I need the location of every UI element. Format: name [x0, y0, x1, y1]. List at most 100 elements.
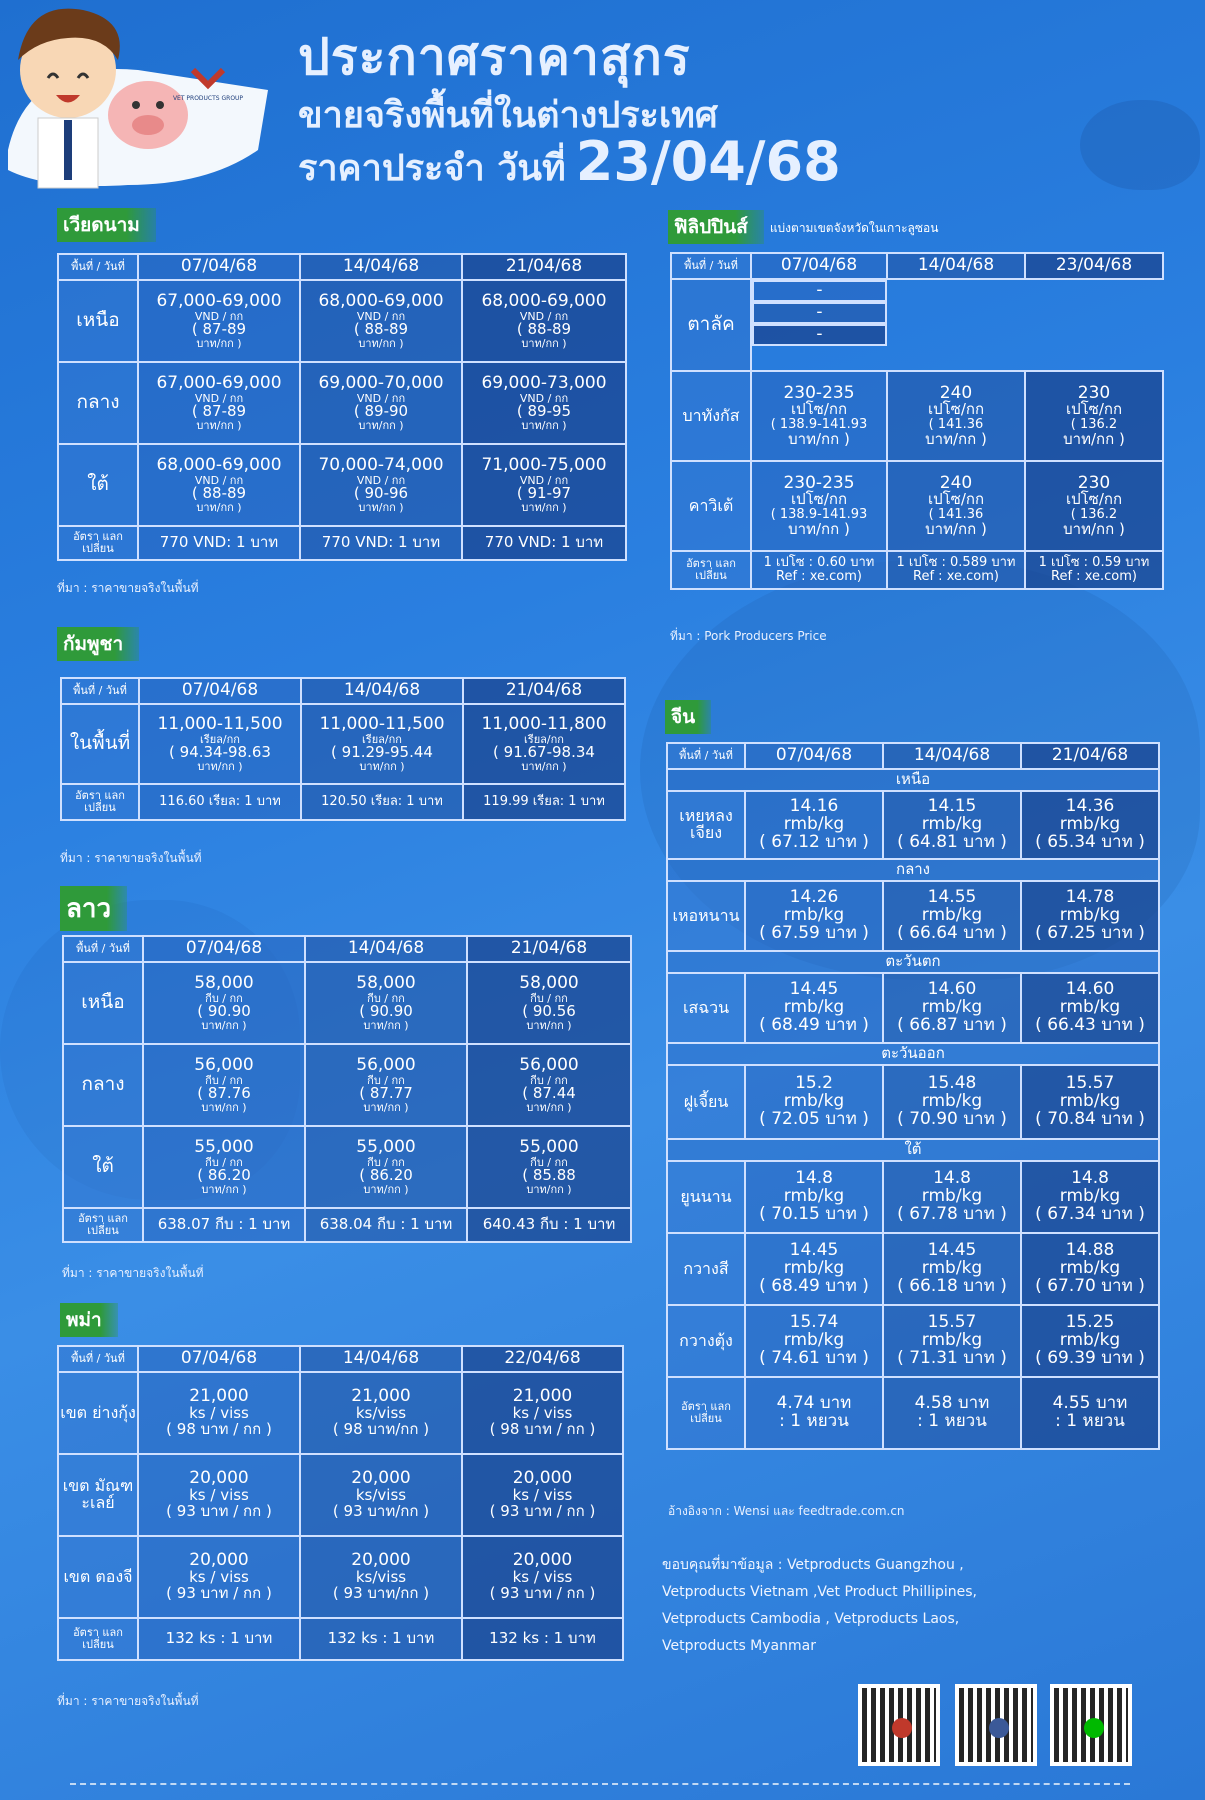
price-cell: 55,000 กีบ / กก( 85.88 บาท/กก ): [466, 1125, 632, 1209]
region-label: กลาง: [57, 361, 139, 445]
region-label: เขต ตองจี: [57, 1535, 139, 1619]
province-label: ยูนนาน: [666, 1160, 746, 1234]
website-qr-code[interactable]: [858, 1684, 940, 1766]
price-cell: 14.88 rmb/kg( 67.70 บาท ): [1020, 1232, 1160, 1306]
table-row: กวางตุ้ง 15.74 rmb/kg( 74.61 บาท ) 15.57 r…: [666, 1304, 1160, 1378]
price-cell: 15.57 rmb/kg( 71.31 บาท ): [882, 1304, 1022, 1378]
date-header: 07/04/68: [142, 935, 306, 963]
price-cell: 14.60 rmb/kg( 66.43 บาท ): [1020, 972, 1160, 1044]
fx-row: อัตรา แลกเปลี่ยน 1 เปโซ : 0.60 บาท Ref : …: [670, 550, 1164, 590]
price-cell: 67,000-69,000 VND / กก( 87-89 บาท/กก ): [137, 279, 301, 363]
date-header: 22/04/68: [461, 1345, 624, 1373]
date-header: 21/04/68: [1020, 742, 1160, 770]
fx-value: 638.04 กีบ : 1 บาท: [304, 1207, 468, 1243]
price-cell: 15.2 rmb/kg( 72.05 บาท ): [744, 1064, 884, 1140]
fx-value: 120.50 เรียล: 1 บาท: [300, 783, 464, 821]
price-cell: 21,000 ks/viss( 98 บาท/กก ): [299, 1371, 463, 1455]
price-cell: 14.78 rmb/kg( 67.25 บาท ): [1020, 880, 1160, 952]
region-separator: ตะวันออก: [666, 1042, 1160, 1066]
date-header: 14/04/68: [300, 677, 464, 705]
price-cell: -: [752, 280, 887, 302]
province-label: เสฉวน: [666, 972, 746, 1044]
fx-value: 638.07 กีบ : 1 บาท: [142, 1207, 306, 1243]
fx-label: อัตรา แลกเปลี่ยน: [57, 1617, 139, 1661]
price-cell: 14.60 rmb/kg( 66.87 บาท ): [882, 972, 1022, 1044]
fx-row: อัตรา แลกเปลี่ยน 116.60 เรียล: 1 บาท 120…: [60, 783, 626, 821]
price-cell: -: [752, 323, 887, 346]
fx-label: อัตรา แลกเปลี่ยน: [62, 1207, 144, 1243]
date-header: 14/04/68: [304, 935, 468, 963]
china-tag: จีน: [665, 700, 712, 734]
cambodia-source: ที่มา : ราคาขายจริงในพื้นที่: [60, 851, 202, 865]
fx-value: 116.60 เรียล: 1 บาท: [138, 783, 302, 821]
price-cell: 56,000 กีบ / กก( 87.44 บาท/กก ): [466, 1043, 632, 1127]
region-label: เหนือ: [57, 279, 139, 363]
price-cell: 14.45 rmb/kg( 66.18 บาท ): [882, 1232, 1022, 1306]
price-cell: 230 เปโซ/กก( 136.2 บาท/กก ): [1024, 460, 1164, 552]
logo-text: VET PRODUCTS GROUP: [173, 95, 243, 102]
table-row: คาวิเต้ 230-235 เปโซ/กก( 138.9-141.93 บาท/…: [670, 460, 1164, 552]
myanmar-source: ที่มา : ราคาขายจริงในพื้นที่: [57, 1694, 199, 1708]
date-label: ราคาประจำ วันที่: [298, 148, 566, 189]
fx-value: 1 เปโซ : 0.60 บาท Ref : xe.com): [750, 550, 888, 590]
price-cell: 15.74 rmb/kg( 74.61 บาท ): [744, 1304, 884, 1378]
region-label: กลาง: [62, 1043, 144, 1127]
facebook-qr-code[interactable]: [955, 1684, 1037, 1766]
page-subtitle: ขายจริงพื้นที่ในต่างประเทศ: [298, 95, 718, 136]
price-cell: 15.48 rmb/kg( 70.90 บาท ): [882, 1064, 1022, 1140]
region-separator: เหนือ: [666, 768, 1160, 792]
region-label: ใต้: [57, 443, 139, 527]
table-row: กลาง 67,000-69,000 VND / กก( 87-89 บาท/กก …: [57, 361, 627, 445]
table-row: เหยหลงเจียง 14.16 rmb/kg( 67.12 บาท ) 14.…: [666, 790, 1160, 860]
table-row: ยูนนาน 14.8 rmb/kg( 70.15 บาท ) 14.8 rmb/k…: [666, 1160, 1160, 1234]
price-cell: 11,000-11,500 เรียล/กก( 94.34-98.63 บาท/กก…: [138, 703, 302, 785]
background-pig-shape: [1080, 100, 1200, 190]
table-row: เหนือ 67,000-69,000 VND / กก( 87-89 บาท/กก…: [57, 279, 627, 363]
fx-value: 1 เปโซ : 0.589 บาท Ref : xe.com): [886, 550, 1026, 590]
laos-source: ที่มา : ราคาขายจริงในพื้นที่: [62, 1266, 204, 1280]
price-cell: 56,000 กีบ / กก( 87.77 บาท/กก ): [304, 1043, 468, 1127]
fx-value: 4.55 บาท: 1 หยวน: [1020, 1376, 1160, 1450]
laos-tag: ลาว: [60, 886, 128, 931]
cambodia-tag-wrap: กัมพูชา: [57, 627, 140, 661]
price-cell: 230-235 เปโซ/กก( 138.9-141.93 บาท/กก ): [750, 460, 888, 552]
price-cell: 20,000 ks / viss( 93 บาท / กก ): [137, 1453, 301, 1537]
footer-divider: [70, 1783, 1130, 1785]
fx-label: อัตรา แลกเปลี่ยน: [60, 783, 140, 821]
corner-header: พื้นที่ / วันที่: [670, 252, 752, 280]
laos-tag-wrap: ลาว: [60, 886, 128, 931]
line-qr-code[interactable]: [1050, 1684, 1132, 1766]
price-cell: 69,000-70,000 VND / กก( 89-90 บาท/กก ): [299, 361, 463, 445]
vietnam-price-table: พื้นที่ / วันที่ 07/04/68 14/04/68 21/04…: [57, 253, 627, 561]
province-label: ฝูเจี้ยน: [666, 1064, 746, 1140]
table-row: ใต้ 55,000 กีบ / กก( 86.20 บาท/กก ) 55,000…: [62, 1125, 632, 1209]
corner-header: พื้นที่ / วันที่: [666, 742, 746, 770]
price-cell: 70,000-74,000 VND / กก( 90-96 บาท/กก ): [299, 443, 463, 527]
fx-value: 770 VND: 1 บาท: [299, 525, 463, 561]
fx-row: อัตรา แลกเปลี่ยน 4.74 บาท: 1 หยวน 4.58 บ…: [666, 1376, 1160, 1450]
region-label: เหนือ: [62, 961, 144, 1045]
table-row: ตาลัค - - -: [670, 278, 1163, 372]
price-cell: 14.8 rmb/kg( 67.34 บาท ): [1020, 1160, 1160, 1234]
date-header: 07/04/68: [137, 1345, 301, 1373]
region-label: เขต ย่างกุ้ง: [57, 1371, 139, 1455]
table-row: เสฉวน 14.45 rmb/kg( 68.49 บาท ) 14.60 rmb/…: [666, 972, 1160, 1044]
date-header: 14/04/68: [886, 252, 1026, 280]
fx-value: 640.43 กีบ : 1 บาท: [466, 1207, 632, 1243]
date-header: 07/04/68: [137, 253, 301, 281]
region-label: ตาลัค: [670, 278, 752, 372]
date-header: 21/04/68: [461, 253, 627, 281]
fx-label: อัตรา แลกเปลี่ยน: [666, 1376, 746, 1450]
china-source: อ้างอิงจาก : Wensi และ feedtrade.com.cn: [668, 1504, 905, 1518]
myanmar-price-table: พื้นที่ / วันที่ 07/04/68 14/04/68 22/04…: [57, 1345, 624, 1661]
laos-price-table: พื้นที่ / วันที่ 07/04/68 14/04/68 21/04…: [62, 935, 632, 1243]
price-cell: 11,000-11,500 เรียล/กก( 91.29-95.44 บาท/กก…: [300, 703, 464, 785]
price-cell: 67,000-69,000 VND / กก( 87-89 บาท/กก ): [137, 361, 301, 445]
price-cell: 55,000 กีบ / กก( 86.20 บาท/กก ): [142, 1125, 306, 1209]
price-cell: 14.8 rmb/kg( 67.78 บาท ): [882, 1160, 1022, 1234]
region-separator: กลาง: [666, 858, 1160, 882]
fx-value: 4.74 บาท: 1 หยวน: [744, 1376, 884, 1450]
price-cell: 14.8 rmb/kg( 70.15 บาท ): [744, 1160, 884, 1234]
region-label: เขต มัณฑะเลย์: [57, 1453, 139, 1537]
fx-row: อัตรา แลกเปลี่ยน 638.07 กีบ : 1 บาท 638.…: [62, 1207, 632, 1243]
